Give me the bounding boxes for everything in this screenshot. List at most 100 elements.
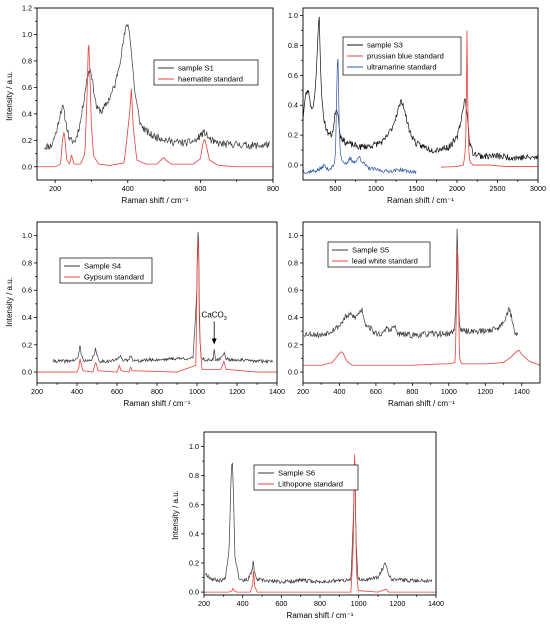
y-tick-label: 0.8 bbox=[288, 258, 298, 267]
legend: sample S3 prussian blue standard ultramari… bbox=[342, 36, 462, 76]
x-tick-label: 1500 bbox=[408, 184, 424, 193]
x-tick-label: 400 bbox=[237, 599, 249, 608]
legend-label: prussian blue standard bbox=[367, 52, 444, 61]
plot-frame bbox=[36, 7, 274, 181]
x-tick-label: 3000 bbox=[530, 184, 546, 193]
legend-label: Sample S5 bbox=[352, 246, 389, 255]
x-tick-label: 400 bbox=[122, 184, 134, 193]
x-tick-label: 600 bbox=[194, 184, 206, 193]
y-tick-label: 0.8 bbox=[22, 56, 32, 65]
x-tick-label: 800 bbox=[314, 599, 326, 608]
legend: Sample S4 Gypsum standard bbox=[59, 257, 153, 284]
y-tick-label: 0.0 bbox=[22, 162, 32, 171]
chart-panel-4: 200 400 600 800 1000 1200 1400 0.0 0.2 0.4 0.6 0.8 1… bbox=[288, 221, 541, 408]
x-tick-label: 1200 bbox=[477, 387, 493, 396]
x-tick-label: 800 bbox=[267, 184, 279, 193]
series-line-2 bbox=[37, 238, 277, 373]
y-tick-label: 0.4 bbox=[189, 529, 199, 538]
y-tick-label: 1.0 bbox=[189, 442, 199, 451]
x-tick-label: 800 bbox=[406, 387, 418, 396]
series-line-2 bbox=[37, 44, 273, 168]
y-tick-label: 0.4 bbox=[22, 313, 32, 322]
x-axis-label: Raman shift / cm⁻¹ bbox=[122, 196, 189, 205]
y-tick-label: 0.8 bbox=[288, 41, 298, 50]
x-tick-label: 200 bbox=[49, 184, 61, 193]
x-axis-label: Raman shift / cm⁻¹ bbox=[387, 196, 454, 205]
legend-label: Sample S4 bbox=[84, 262, 121, 271]
x-tick-label: 200 bbox=[297, 387, 309, 396]
y-tick-label: 0.0 bbox=[189, 588, 199, 597]
y-tick-label: 0.6 bbox=[288, 71, 298, 80]
plot-frame bbox=[203, 431, 437, 596]
y-tick-label: 0.0 bbox=[22, 368, 32, 377]
x-tick-label: 400 bbox=[71, 387, 83, 396]
y-tick-label: 1.0 bbox=[22, 30, 32, 39]
y-axis-label: Intensity / a.u. bbox=[5, 71, 14, 121]
series-line-1 bbox=[303, 228, 518, 339]
annotation-arrowhead bbox=[211, 338, 217, 345]
x-axis-label: Raman shift / cm⁻¹ bbox=[388, 399, 455, 408]
x-tick-label: 1200 bbox=[389, 599, 405, 608]
x-tick-label: 600 bbox=[111, 387, 123, 396]
series-line-1 bbox=[204, 462, 433, 585]
x-tick-label: 1000 bbox=[368, 184, 384, 193]
y-axis-label: Intensity / a.u. bbox=[171, 490, 180, 540]
legend-label: Lithopone standard bbox=[278, 480, 343, 489]
plot-frame bbox=[302, 7, 539, 181]
x-tick-label: 1400 bbox=[428, 599, 444, 608]
x-tick-label: 2500 bbox=[489, 184, 505, 193]
y-tick-label: 0.6 bbox=[288, 286, 298, 295]
x-tick-label: 400 bbox=[333, 387, 345, 396]
x-axis-label: Raman shift / cm⁻¹ bbox=[124, 399, 191, 408]
legend-label: sample S1 bbox=[178, 64, 214, 73]
x-tick-label: 1400 bbox=[269, 387, 285, 396]
y-tick-label: 0.4 bbox=[288, 313, 298, 322]
legend-label: ultramarine standard bbox=[367, 63, 437, 72]
y-tick-label: 1.0 bbox=[288, 11, 298, 20]
legend-box bbox=[327, 241, 431, 268]
y-tick-label: 0.0 bbox=[288, 161, 298, 170]
legend-box bbox=[153, 59, 259, 86]
x-tick-label: 800 bbox=[151, 387, 163, 396]
legend-label: lead white standard bbox=[352, 257, 418, 266]
x-axis-label: Raman shift / cm⁻¹ bbox=[287, 611, 354, 620]
y-tick-label: 0.6 bbox=[22, 83, 32, 92]
x-tick-label: 600 bbox=[370, 387, 382, 396]
legend-label: haematite standard bbox=[178, 75, 243, 84]
series-line-1 bbox=[44, 23, 270, 150]
y-tick-label: 0.6 bbox=[22, 286, 32, 295]
series-line-3 bbox=[303, 58, 417, 175]
x-tick-label: 500 bbox=[329, 184, 341, 193]
legend: sample S1 haematite standard bbox=[153, 59, 259, 86]
y-tick-label: 0.2 bbox=[189, 558, 199, 567]
y-tick-label: 1.2 bbox=[22, 4, 32, 13]
y-tick-label: 0.2 bbox=[22, 340, 32, 349]
chart-panel-2: 500 1000 1500 2000 2500 3000 0.0 0.2 0.4 0.6 0.8 1.… bbox=[288, 7, 546, 205]
x-tick-label: 2000 bbox=[449, 184, 465, 193]
series-line-2 bbox=[204, 454, 436, 593]
legend-label: Gypsum standard bbox=[84, 273, 144, 282]
annotation-label: CaCO3 bbox=[202, 311, 227, 323]
plot-frame bbox=[302, 221, 541, 384]
y-tick-label: 0.8 bbox=[189, 471, 199, 480]
legend: Sample S5 lead white standard bbox=[327, 241, 431, 268]
y-tick-label: 0.6 bbox=[189, 500, 199, 509]
series-line-1 bbox=[52, 231, 274, 365]
y-tick-label: 1.0 bbox=[22, 231, 32, 240]
legend-box bbox=[59, 257, 153, 284]
x-tick-label: 1000 bbox=[351, 599, 367, 608]
x-tick-label: 1200 bbox=[229, 387, 245, 396]
series-line-1 bbox=[303, 16, 538, 162]
legend: Sample S6 Lithopone standard bbox=[253, 464, 359, 491]
y-tick-label: 0.8 bbox=[22, 258, 32, 267]
y-tick-label: 0.4 bbox=[22, 109, 32, 118]
legend-label: Sample S6 bbox=[278, 469, 315, 478]
chart-panel-5: 200 400 600 800 1000 1200 1400 0.0 0.2 0.4 0.6 0.8 1… bbox=[171, 431, 444, 620]
legend-label: sample S3 bbox=[367, 41, 403, 50]
y-tick-label: 0.2 bbox=[288, 131, 298, 140]
y-tick-label: 0.0 bbox=[288, 368, 298, 377]
y-tick-label: 0.2 bbox=[22, 136, 32, 145]
x-tick-label: 1000 bbox=[441, 387, 457, 396]
x-tick-label: 200 bbox=[198, 599, 210, 608]
